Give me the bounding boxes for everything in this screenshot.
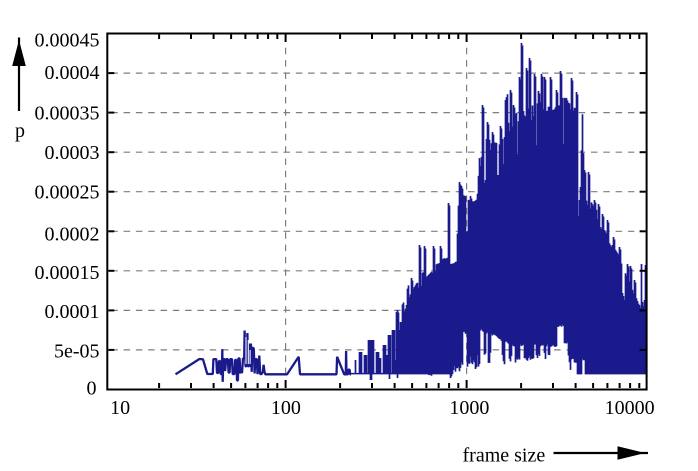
svg-text:p: p [15,120,25,142]
svg-text:0.00025: 0.00025 [35,182,100,204]
svg-text:0: 0 [87,377,97,399]
svg-text:frame size: frame size [463,445,546,467]
svg-text:0.00035: 0.00035 [35,103,100,125]
svg-text:10000: 10000 [605,397,655,419]
svg-text:10: 10 [110,397,130,419]
svg-text:0.0004: 0.0004 [45,62,100,84]
svg-text:0.00015: 0.00015 [35,262,100,284]
svg-text:1000: 1000 [449,397,489,419]
svg-text:5e-05: 5e-05 [54,340,100,362]
svg-text:0.0002: 0.0002 [45,223,100,245]
svg-text:0.00045: 0.00045 [35,30,100,52]
svg-text:100: 100 [271,397,301,419]
svg-text:0.0001: 0.0001 [45,301,100,323]
svg-text:0.0003: 0.0003 [45,142,100,164]
